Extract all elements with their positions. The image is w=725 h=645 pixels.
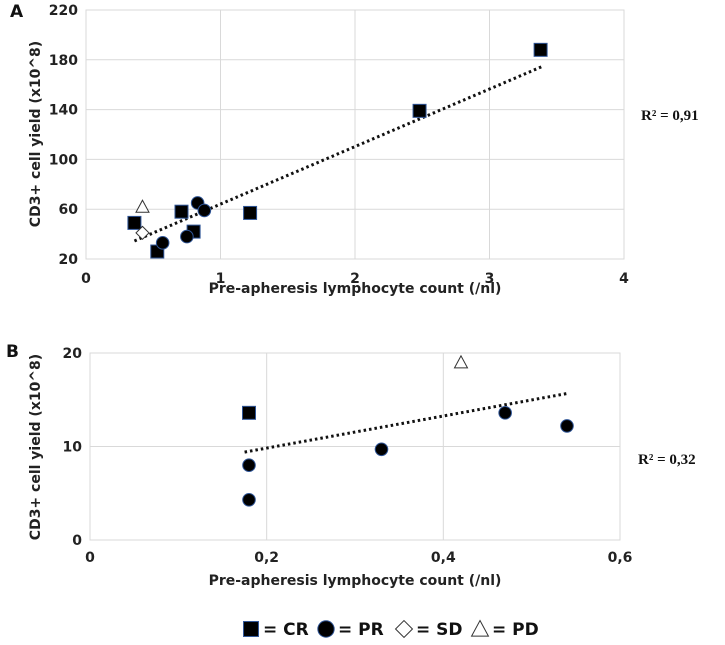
panel-b-y-axis-title: CD3+ cell yield (x10^8) [28, 354, 44, 540]
panel-a-y-tick-label: 140 [49, 103, 78, 119]
panel-a-label: A [10, 2, 24, 22]
panel-a-point-pr [155, 236, 170, 250]
panel-b-point-pr [374, 442, 389, 457]
panel-a: A 20 60 100 140 180 220 0 1 2 3 4 Pre-apheresis ly… [10, 2, 699, 297]
panel-b-x-axis-title: Pre-apheresis lymphocyte count (/nl) [209, 573, 502, 589]
legend-label-sd: = SD [416, 620, 463, 640]
legend-marker-pd [470, 619, 490, 637]
legend-label-pd: = PD [492, 620, 539, 640]
panel-b-trendline-path [244, 391, 570, 454]
panel-a-x-tick-label: 2 [350, 271, 360, 287]
panel-a-points [127, 42, 548, 259]
panel-a-point-cr [174, 204, 189, 219]
panel-b-point-pr [242, 492, 256, 507]
panel-a-point-cr [243, 205, 258, 220]
panel-b-trendline [244, 391, 570, 454]
panel-a-x-tick-label: 1 [216, 271, 226, 287]
panel-b-x-tick-label: 0,6 [608, 550, 633, 566]
panel-a-y-tick-label: 180 [49, 53, 78, 69]
panel-a-y-tick-label: 100 [49, 152, 78, 168]
panel-a-y-axis-title: CD3+ cell yield (x10^8) [28, 41, 44, 227]
panel-b-label: B [6, 342, 19, 362]
panel-b-point-pr [560, 419, 574, 433]
panel-b-y-tick-label: 10 [63, 440, 83, 456]
panel-b-grid [89, 352, 621, 541]
legend-item-pd: = PD [470, 619, 539, 640]
panel-a-plot-area [85, 9, 625, 260]
panel-b-points [242, 354, 574, 507]
panel-b-x-tick-label: 0,2 [254, 550, 279, 566]
panel-a-y-tick-label: 20 [59, 252, 79, 268]
panel-a-x-tick-label: 0 [81, 271, 91, 287]
panel-a-ticks: 20 60 100 140 180 220 0 1 2 3 4 [49, 3, 629, 287]
panel-a-point-cr [127, 215, 142, 230]
legend-marker-cr [243, 621, 259, 637]
panel-b-point-pr [498, 406, 512, 420]
panel-b-r2-label: R² = 0,32 [638, 452, 696, 468]
panel-b-y-tick-label: 20 [63, 346, 83, 362]
panel-a-trendline-path [133, 64, 544, 243]
panel-a-point-pr [180, 229, 194, 244]
panel-b-ticks: 0 10 20 0 0,2 0,4 0,6 [63, 346, 633, 566]
panel-a-y-tick-label: 220 [49, 3, 78, 19]
legend-marker-pr [317, 620, 335, 638]
panel-b-x-tick-label: 0,4 [431, 550, 456, 566]
panel-b: B 0 10 20 0 0,2 0,4 0,6 Pre-apheresis lymphocy… [6, 342, 696, 589]
panel-a-trendline [133, 64, 544, 243]
panel-a-y-tick-label: 60 [59, 202, 79, 218]
panel-b-point-pd [453, 354, 469, 369]
legend-item-cr: = CR [243, 620, 309, 640]
panel-a-x-tick-label: 4 [619, 271, 629, 287]
legend-label-pr: = PR [338, 620, 384, 640]
legend-marker-sd [394, 619, 414, 639]
panel-a-point-sd [135, 225, 150, 241]
panel-a-point-pd [135, 199, 150, 213]
legend: = CR = PR = SD = PD [243, 619, 539, 640]
panel-b-y-tick-label: 0 [72, 533, 82, 549]
panel-a-x-tick-label: 3 [485, 271, 495, 287]
panel-a-r2-label: R² = 0,91 [641, 108, 699, 124]
legend-item-sd: = SD [394, 619, 463, 640]
panel-b-x-tick-label: 0 [85, 550, 95, 566]
legend-label-cr: = CR [263, 620, 309, 640]
panel-a-x-axis-title: Pre-apheresis lymphocyte count (/nl) [209, 281, 502, 297]
panel-b-point-pr [242, 458, 256, 473]
panel-b-point-cr [242, 405, 256, 420]
panel-a-point-pr [197, 203, 212, 218]
legend-item-pr: = PR [317, 620, 384, 640]
panel-b-plot-area [89, 352, 621, 541]
panel-a-point-cr [533, 42, 548, 57]
panel-a-point-cr [412, 103, 427, 118]
